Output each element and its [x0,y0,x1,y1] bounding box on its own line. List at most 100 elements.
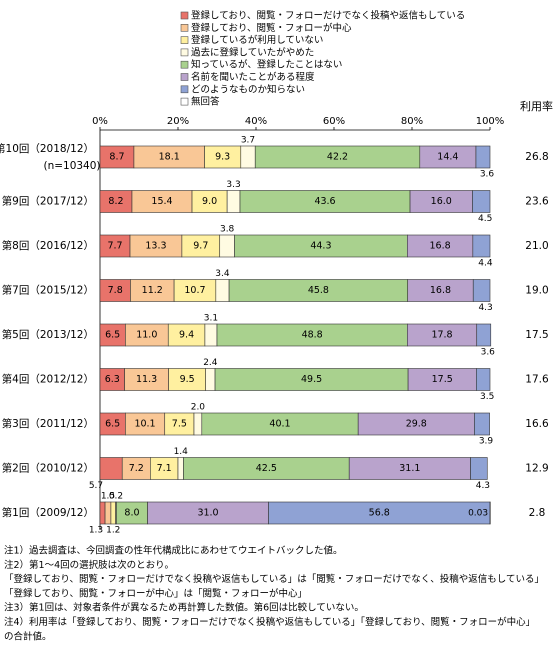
value-label: 9.7 [193,241,208,252]
value-label: 11.2 [142,285,163,296]
x-tick-label: 20% [167,116,189,127]
legend-swatch [181,86,188,93]
value-label: 7.5 [172,419,187,430]
legend-swatch [181,37,188,44]
value-label: 40.1 [269,419,290,430]
category-label: 第3回（2011/12） [2,417,94,430]
bar-segment [111,502,116,524]
note: 注3）第1回は、対象者条件が異なるため再計算した数値。第6回は比較していない。 [4,602,364,614]
rate-header: 利用率 [520,99,553,113]
value-label: 3.6 [481,348,496,358]
value-label: 3.6 [480,170,495,180]
x-tick-label: 100% [476,116,505,127]
rate-value: 26.8 [525,151,548,163]
category-label: 第5回（2013/12） [2,328,94,341]
value-label: 5.7 [89,481,103,491]
value-label: 16.8 [430,285,451,296]
value-label: 49.5 [301,374,322,385]
legend-label: 名前を聞いたことがある程度 [191,71,315,83]
value-label: 15.4 [151,196,172,207]
value-label: 7.1 [157,463,172,474]
value-label: 31.1 [399,463,420,474]
rate-value: 19.0 [525,285,548,297]
value-label: 0.03 [468,509,488,519]
rate-value: 21.0 [525,240,548,252]
value-label: 45.8 [308,285,329,296]
legend-swatch [181,61,188,68]
x-tick-label: 80% [401,116,423,127]
value-label: 3.1 [204,314,218,324]
bar-segment [472,191,490,213]
legend-swatch [181,98,188,105]
bar-segment [220,235,235,257]
bar-segment [216,280,229,302]
value-label: 16.8 [430,241,451,252]
note: の合計値。 [4,630,52,642]
rate-value: 16.6 [525,418,549,430]
value-label: 4.3 [478,303,492,313]
value-label: 10.1 [134,419,155,430]
bar-segment [206,369,215,391]
value-label: 43.6 [314,196,335,207]
legend-label: 知っているが、登録したことはない [191,59,342,71]
value-label: 29.8 [406,419,427,430]
legend-swatch [181,74,188,81]
rate-value: 2.8 [529,507,546,519]
legend-swatch [181,12,188,19]
legend-label: 登録しているが利用していない [191,34,323,46]
legend-label: 登録しており、閲覧・フォローが中心 [191,22,352,34]
value-label: 2.0 [191,403,206,413]
value-label: 44.3 [310,241,331,252]
legend-label: 登録しており、閲覧・フォローだけでなく投稿や返信もしている [191,10,465,22]
value-label: 3.3 [226,180,240,190]
value-label: 3.4 [215,269,230,279]
note: 注1）過去調査は、今回調査の性年代構成比にあわせてウエイトバックした値。 [4,545,343,557]
bar-segment [100,458,122,480]
value-label: 0.2 [109,492,123,502]
category-label: 第8回（2016/12） [2,239,94,252]
value-label: 3.8 [220,225,235,235]
bar-segment [100,502,105,524]
value-label: 7.2 [129,463,144,474]
note: 「登録しており、閲覧・フォローだけでなく投稿や返信もしている」は「閲覧・フォロー… [4,573,544,585]
value-label: 6.5 [105,419,120,430]
value-label: 42.5 [256,463,277,474]
value-label: 3.7 [241,136,255,146]
bar-segment [105,502,111,524]
bar-segment [473,280,490,302]
value-label: 14.4 [437,152,458,163]
category-label: 第10回（2018/12） [0,142,94,155]
value-label: 7.7 [107,241,122,252]
legend-label: 無回答 [191,96,220,108]
category-label: 第2回（2010/12） [2,462,94,475]
value-label: 8.7 [109,152,124,163]
rate-value: 23.6 [525,196,549,208]
category-label: 第9回（2017/12） [2,195,94,208]
value-label: 4.3 [476,481,490,491]
value-label: 17.5 [432,374,453,385]
legend-label: どのようなものか知らない [191,83,305,95]
note: 「登録しており、閲覧・フォローが中心」は「閲覧・フォローが中心」 [4,587,307,599]
value-label: 1.2 [106,526,120,536]
sample-note: (n=10340) [43,160,100,172]
bar-segment [476,146,490,168]
value-label: 31.0 [197,508,218,519]
bar-segment [477,324,491,346]
bar-segment [227,191,240,213]
value-label: 16.0 [431,196,452,207]
value-label: 6.3 [105,374,120,385]
rate-value: 12.9 [525,463,548,475]
rate-value: 17.6 [525,374,549,386]
legend-swatch [181,49,188,56]
value-label: 56.8 [369,508,390,519]
value-label: 8.2 [108,196,123,207]
value-label: 11.0 [136,330,157,341]
bar-segment [194,413,202,435]
bar-segment [474,413,489,435]
bar-segment [476,369,490,391]
note: 注4）利用率は「登録しており、閲覧・フォローだけでなく投稿や返信もしている」「登… [4,616,535,628]
value-label: 9.5 [180,374,195,385]
bar-segment [178,458,183,480]
x-tick-label: 40% [245,116,267,127]
